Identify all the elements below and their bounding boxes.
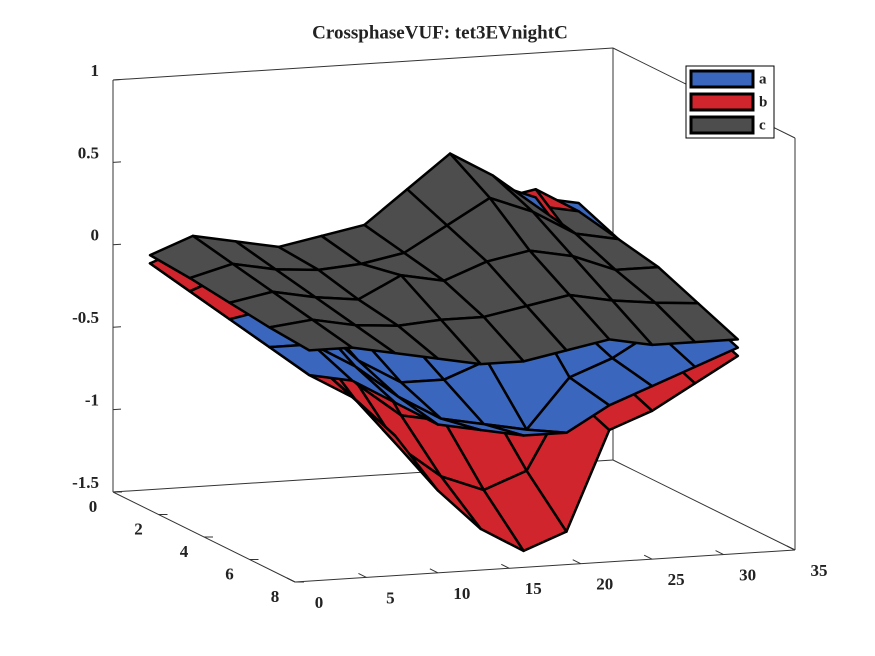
x-tick	[286, 577, 296, 583]
x-tick-label: 20	[596, 575, 613, 594]
z-tick-label: 0	[91, 226, 100, 245]
legend-label: b	[759, 94, 767, 110]
z-tick-label: -0.5	[72, 308, 99, 327]
axis-line	[612, 459, 796, 551]
x-tick	[501, 563, 510, 569]
z-tick	[112, 161, 122, 163]
x-tick-label: 25	[668, 570, 685, 589]
y-tick-label: 2	[134, 519, 143, 538]
z-tick	[112, 243, 122, 246]
x-tick	[358, 572, 367, 578]
y-tick-label: 0	[89, 497, 98, 516]
y-tick-label: 8	[271, 587, 280, 606]
chart-title: CrossphaseVUF: tet3EVnightC	[312, 22, 568, 43]
x-tick-label: 15	[525, 579, 542, 598]
z-tick	[112, 326, 122, 328]
x-tick-label: 35	[811, 561, 828, 580]
legend-swatch	[689, 115, 755, 135]
x-tick-label: 10	[453, 584, 470, 603]
x-tick-label: 0	[315, 593, 324, 612]
axis-line	[294, 549, 796, 583]
y-tick-label: 6	[225, 564, 234, 583]
legend: a b c	[685, 65, 775, 139]
surfaces	[148, 152, 740, 553]
z-tick-label: 0.5	[78, 143, 99, 162]
x-tick	[786, 545, 796, 551]
y-tick-label: 4	[180, 542, 189, 561]
legend-swatch	[689, 69, 755, 89]
z-tick	[112, 79, 122, 81]
z-tick	[112, 408, 122, 411]
x-tick-label: 30	[739, 565, 756, 584]
legend-label: c	[759, 117, 766, 133]
x-tick-label: 5	[386, 588, 395, 607]
z-tick-label: -1	[85, 391, 99, 410]
surface-patch	[268, 343, 354, 382]
x-tick	[715, 550, 724, 556]
x-tick	[643, 554, 653, 560]
z-tick-label: 1	[91, 61, 100, 80]
legend-label: a	[759, 71, 767, 87]
x-tick	[572, 559, 581, 565]
axis-line	[112, 47, 614, 81]
surface-patch	[268, 318, 354, 352]
z-tick-label: -1.5	[72, 473, 99, 492]
x-tick	[429, 568, 439, 574]
legend-swatch	[689, 92, 755, 112]
